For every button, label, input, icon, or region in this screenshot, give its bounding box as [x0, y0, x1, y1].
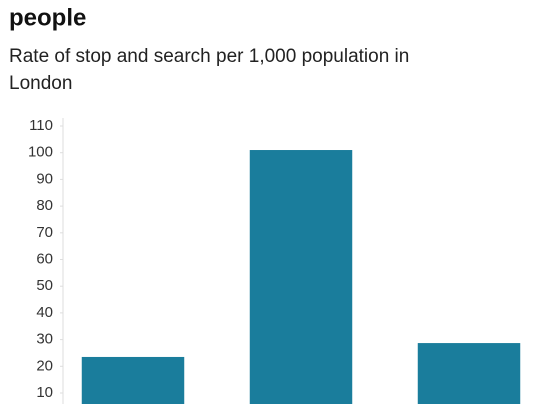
y-tick-label: 110 — [29, 117, 53, 134]
y-tick-label: 10 — [36, 384, 53, 401]
bar — [417, 343, 521, 404]
y-tick-label: 30 — [36, 331, 53, 348]
y-tick-label: 90 — [36, 170, 53, 187]
chart-subtitle: London — [9, 73, 72, 94]
y-tick-label: 100 — [28, 144, 53, 161]
bar — [81, 356, 185, 404]
y-tick-label: 60 — [36, 250, 53, 267]
y-tick-label: 80 — [36, 197, 53, 214]
y-tick-label: 20 — [36, 357, 53, 374]
bar — [249, 150, 353, 404]
y-tick-label: 50 — [36, 277, 53, 294]
y-tick-label: 40 — [36, 304, 53, 321]
y-tick-label: 70 — [36, 224, 53, 241]
chart-subtitle: Rate of stop and search per 1,000 popula… — [9, 46, 409, 67]
chart-title: people — [9, 4, 86, 31]
